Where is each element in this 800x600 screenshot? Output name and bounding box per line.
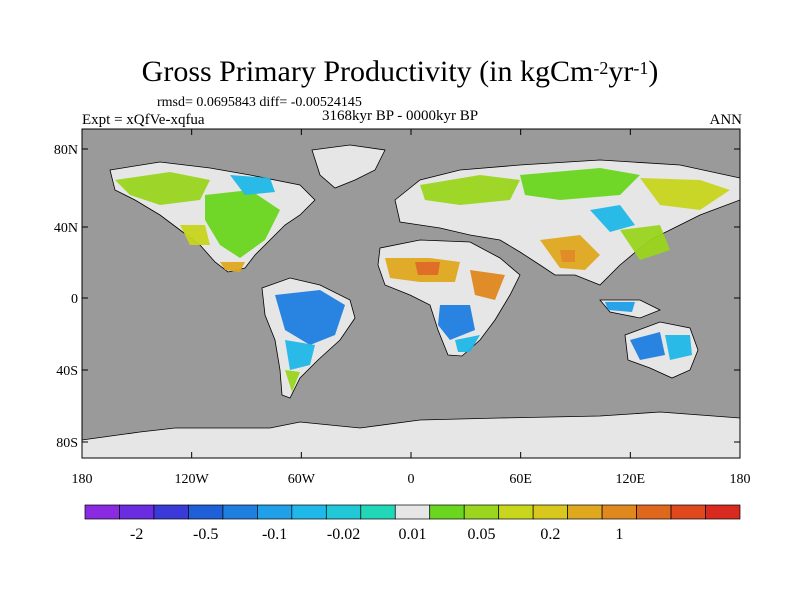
colorbar-swatch — [119, 504, 155, 520]
y-tick-label: 0 — [71, 292, 78, 307]
colorbar-swatch — [394, 504, 431, 520]
colorbar-label: 0.2 — [540, 526, 560, 543]
season-label: ANN — [709, 112, 743, 128]
colorbar-label: -0.1 — [262, 526, 287, 543]
colorbar-swatch — [498, 504, 534, 520]
x-tick-label: 120E — [616, 472, 646, 487]
rmsd-diff-stats: rmsd= 0.0695843 diff= -0.00524145 — [157, 95, 362, 110]
anomaly-patches — [115, 168, 730, 392]
y-tick-label: 80N — [54, 143, 78, 158]
colorbar-swatch — [601, 504, 637, 520]
experiment-label: Expt = xQfVe-xqfua — [82, 112, 205, 128]
colorbar — [84, 504, 741, 520]
colorbar-swatch — [153, 504, 189, 520]
colorbar-swatch — [429, 504, 465, 520]
colorbar-swatch — [567, 504, 603, 520]
x-tick-label: 0 — [408, 472, 415, 487]
colorbar-swatch — [84, 504, 120, 520]
y-tick-label: 80S — [56, 436, 78, 451]
colorbar-swatch — [291, 504, 327, 520]
land-antarctica — [82, 411, 740, 458]
y-tick-label: 40S — [56, 364, 78, 379]
x-tick-label: 60W — [288, 472, 316, 487]
chart-title: Gross Primary Productivity (in kgCm-2yr-… — [141, 55, 659, 88]
colorbar-label: -2 — [130, 526, 143, 543]
x-axis: 180 120W 60W 0 60E 120E 180 — [72, 129, 751, 487]
y-tick-label: 40N — [54, 221, 78, 236]
colorbar-swatch — [463, 504, 500, 520]
colorbar-swatch — [532, 504, 568, 520]
colorbar-label: -0.5 — [193, 526, 218, 543]
colorbar-swatch — [636, 504, 672, 520]
y-axis: 80N 40N 0 40S 80S — [54, 143, 740, 451]
colorbar-label: 1 — [615, 526, 623, 543]
x-tick-label: 60E — [509, 472, 532, 487]
colorbar-swatch — [257, 504, 293, 520]
x-tick-label: 180 — [730, 472, 751, 487]
colorbar-swatch — [325, 504, 362, 520]
land-layer — [82, 144, 740, 458]
colorbar-swatch — [670, 504, 706, 520]
colorbar-label: 0.01 — [399, 526, 427, 543]
x-tick-label: 180 — [72, 472, 93, 487]
colorbar-labels: -2 -0.5 -0.1 -0.02 0.01 0.05 0.2 1 — [130, 526, 623, 543]
period-label: 3168kyr BP - 0000kyr BP — [322, 108, 479, 124]
colorbar-swatch — [222, 504, 258, 520]
x-tick-label: 120W — [175, 472, 210, 487]
land-greenland — [311, 144, 386, 189]
colorbar-swatch — [705, 504, 741, 520]
colorbar-swatch — [188, 504, 224, 520]
colorbar-label: 0.05 — [467, 526, 495, 543]
colorbar-swatch — [360, 504, 396, 520]
colorbar-label: -0.02 — [327, 526, 360, 543]
